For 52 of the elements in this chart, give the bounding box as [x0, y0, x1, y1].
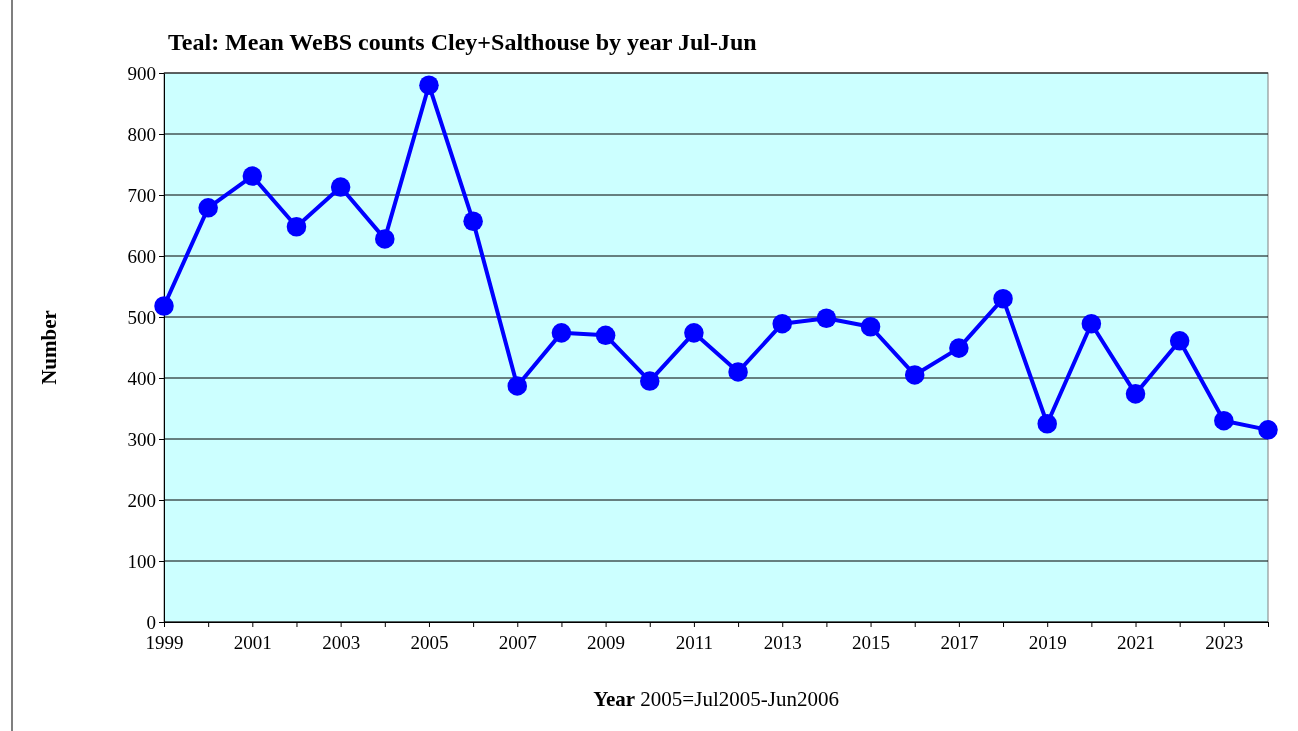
- point: [1125, 384, 1146, 404]
- y-tick-label: 0: [146, 611, 156, 633]
- point: [375, 229, 395, 249]
- x-tick-label: 2019: [1028, 632, 1067, 653]
- y-tick-label: 600: [127, 245, 156, 267]
- x-axis-title: Year 2005=Jul2005-Jun2006: [593, 687, 839, 711]
- point: [639, 371, 660, 391]
- chart-title: Teal: Mean WeBS counts Cley+Salthouse by year Jul-Jun: [168, 29, 757, 55]
- point: [860, 317, 881, 337]
- x-tick-label: 2001: [233, 632, 272, 653]
- y-tick-label: 300: [127, 428, 156, 450]
- point: [198, 198, 218, 218]
- y-tick-label: 900: [127, 62, 156, 84]
- point: [1258, 420, 1278, 440]
- point: [286, 216, 307, 237]
- x-tick-label: 2003: [322, 632, 361, 653]
- point: [419, 75, 439, 95]
- point: [242, 166, 263, 186]
- x-tick-label: 2009: [587, 632, 626, 653]
- x-tick-label: 2021: [1117, 632, 1156, 653]
- point: [728, 362, 748, 382]
- x-tick-label: 2013: [763, 632, 802, 653]
- x-tick-label: 1999: [145, 632, 184, 653]
- x-tick-label: 2015: [852, 632, 891, 653]
- y-axis-title: Number: [37, 310, 61, 385]
- point: [1081, 313, 1102, 334]
- point: [330, 177, 351, 197]
- point: [1037, 414, 1057, 434]
- x-tick-label: 2023: [1205, 632, 1244, 653]
- point: [595, 325, 616, 346]
- point: [684, 323, 704, 343]
- x-tick-label: 2017: [940, 632, 979, 653]
- point: [463, 211, 483, 231]
- point: [1169, 331, 1190, 351]
- y-tick-label: 700: [127, 184, 156, 206]
- point: [904, 365, 925, 385]
- x-tick-label: 2005: [410, 632, 449, 653]
- point: [507, 376, 528, 396]
- y-tick-label: 200: [127, 489, 156, 511]
- y-tick-label: 400: [127, 367, 156, 389]
- x-tick-label: 2011: [675, 632, 714, 653]
- x-tick-label: 2007: [498, 632, 537, 653]
- y-tick-label: 800: [127, 123, 156, 145]
- y-tick-label: 100: [127, 550, 156, 572]
- point: [993, 288, 1013, 309]
- y-tick-label: 500: [127, 306, 156, 328]
- point: [949, 338, 969, 358]
- point: [816, 308, 837, 328]
- point: [772, 313, 793, 334]
- point: [154, 296, 174, 316]
- point: [1214, 410, 1234, 431]
- point: [551, 323, 572, 343]
